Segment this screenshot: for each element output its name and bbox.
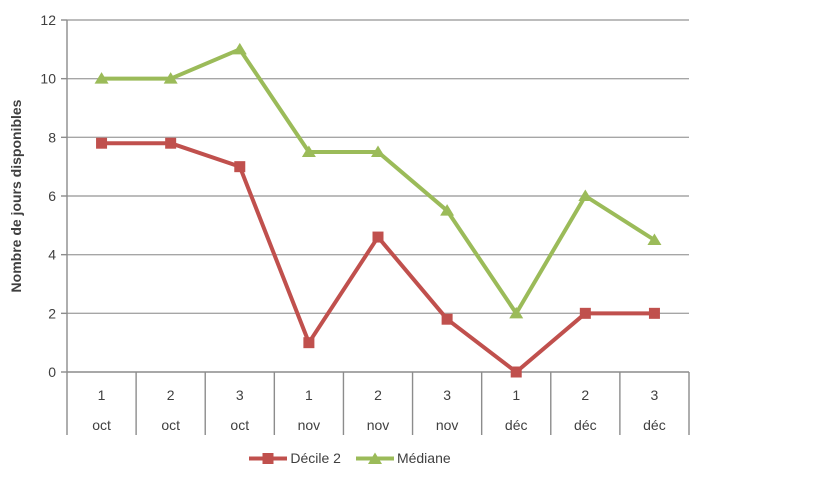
category-month-label: nov [298, 417, 321, 433]
data-point-triangle-m-diane [163, 72, 178, 84]
legend-item-mediane: Médiane [355, 450, 451, 466]
category-period-label: 3 [443, 387, 451, 403]
category-month-label: déc [643, 417, 666, 433]
series-line-m-diane [99, 47, 657, 316]
decile-2-line-square-icon [249, 452, 288, 464]
y-tick-label: 4 [48, 247, 56, 263]
category-period-label: 3 [651, 387, 659, 403]
series-line-d-cile-2 [99, 141, 657, 374]
data-point-square-d-cile-2 [510, 366, 522, 378]
mediane-line-triangle-icon [355, 452, 394, 464]
data-point-triangle-m-diane [301, 145, 316, 157]
category-period-label: 1 [305, 387, 313, 403]
category-month-label: déc [574, 417, 597, 433]
category-period-label: 1 [512, 387, 520, 403]
y-tick-label: 6 [48, 188, 56, 204]
data-point-square-d-cile-2 [165, 137, 177, 149]
data-point-triangle-m-diane [509, 306, 524, 319]
data-point-triangle-m-diane [440, 204, 455, 216]
legend-label-decile-2: Décile 2 [290, 450, 341, 466]
y-tick-label: 0 [48, 364, 56, 380]
legend-label-mediane: Médiane [396, 450, 451, 466]
data-point-triangle-m-diane [578, 189, 593, 201]
data-point-triangle-m-diane [371, 145, 385, 157]
data-point-square-d-cile-2 [234, 161, 246, 173]
category-month-label: oct [92, 417, 111, 433]
y-axis-title: Nombre de jours disponibles [8, 99, 24, 293]
y-tick-label: 12 [40, 12, 56, 28]
data-point-square-d-cile-2 [441, 313, 453, 325]
category-period-label: 2 [581, 387, 589, 403]
data-point-triangle-m-diane [647, 233, 662, 245]
data-point-square-d-cile-2 [372, 231, 384, 243]
data-point-square-d-cile-2 [648, 307, 660, 319]
data-point-triangle-m-diane [232, 42, 247, 55]
data-point-triangle-m-diane [94, 72, 109, 84]
y-tick-label: 2 [48, 305, 56, 321]
data-point-square-d-cile-2 [303, 337, 315, 349]
legend-item-decile-2: Décile 2 [249, 450, 341, 466]
category-month-label: oct [230, 417, 249, 433]
data-point-square-d-cile-2 [96, 137, 108, 149]
category-month-label: nov [367, 417, 390, 433]
category-period-label: 3 [236, 387, 244, 403]
category-month-label: oct [161, 417, 180, 433]
category-period-label: 2 [374, 387, 382, 403]
category-month-label: déc [505, 417, 528, 433]
y-tick-label: 8 [48, 129, 56, 145]
category-period-label: 1 [98, 387, 106, 403]
data-point-square-d-cile-2 [579, 307, 591, 319]
category-month-label: nov [436, 417, 459, 433]
category-period-label: 2 [167, 387, 175, 403]
legend: Décile 2 Médiane [0, 446, 700, 470]
y-tick-label: 10 [40, 71, 56, 87]
